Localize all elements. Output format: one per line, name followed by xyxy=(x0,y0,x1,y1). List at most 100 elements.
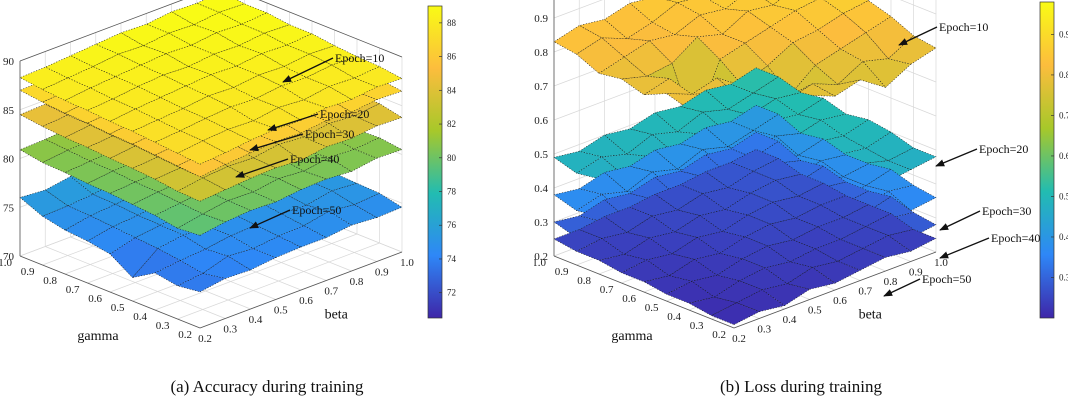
gamma-tick-label: 0.6 xyxy=(88,293,102,305)
loss-panel: 0.2 0.3 0.4 0.5 0.6 0.7 0.8 0.9 1.0 0.2 0.3 0.4 0.5 0… xyxy=(534,0,1068,406)
annotation-label-epoch-50: Epoch=50 xyxy=(922,272,971,286)
surface-face-epoch-10 xyxy=(19,189,69,217)
surface-face-epoch-50 xyxy=(837,248,886,271)
surface-face-epoch-50 xyxy=(154,130,204,154)
surface-face-epoch-50 xyxy=(115,64,164,87)
gamma-tick-label: 0.3 xyxy=(690,320,704,332)
colorbar-tick-label: 76 xyxy=(447,220,457,230)
surface-face-epoch-50 xyxy=(143,32,192,54)
surface-face-epoch-10 xyxy=(744,26,794,67)
gamma-tick-label: 0.9 xyxy=(555,266,569,278)
annotation-arrow xyxy=(249,209,291,229)
beta-tick-label: 0.9 xyxy=(909,267,923,279)
surface-face-epoch-50 xyxy=(137,74,187,98)
beta-tick-label: 0.8 xyxy=(884,276,898,288)
beta-tick-label: 0.2 xyxy=(732,333,746,345)
surface-face-epoch-10 xyxy=(770,10,819,43)
surface-face-epoch-40 xyxy=(253,119,302,142)
z-tick-label: 0.4 xyxy=(534,183,548,195)
gamma-tick-label: 0.3 xyxy=(156,320,170,332)
surface-face-epoch-20 xyxy=(64,160,114,184)
surface-face-epoch-10 xyxy=(837,61,886,88)
annotation-label-epoch-40: Epoch=40 xyxy=(290,152,339,166)
beta-tick-label: 1.0 xyxy=(400,257,414,269)
colorbar-tick-label: 82 xyxy=(447,119,456,129)
surface-face-epoch-20 xyxy=(604,128,653,155)
beta-tick-label: 0.7 xyxy=(858,286,872,298)
colorbar-bar xyxy=(427,5,443,319)
surface-face-epoch-50 xyxy=(281,77,330,101)
surface-face-epoch-50 xyxy=(303,86,352,109)
surface-face-epoch-50 xyxy=(652,209,701,233)
surface-face-epoch-50 xyxy=(643,275,693,295)
annotation-arrow xyxy=(249,133,304,152)
surface-face-epoch-10 xyxy=(230,224,279,249)
surface-face-epoch-20 xyxy=(109,181,159,205)
surface-face-epoch-30 xyxy=(798,138,847,162)
surface-face-epoch-50 xyxy=(283,53,333,78)
colorbar-tick-label: 88 xyxy=(447,18,457,28)
surface-face-epoch-50 xyxy=(230,98,279,122)
surface-face-epoch-50 xyxy=(775,173,824,197)
z-tick-label: 80 xyxy=(3,154,15,166)
surface-face-epoch-30 xyxy=(132,156,181,180)
gamma-tick-label: 0.8 xyxy=(43,275,57,287)
axis-line xyxy=(733,251,937,329)
colorbar-tick-label: 84 xyxy=(447,85,457,95)
surface-face-epoch-50 xyxy=(730,149,779,172)
surface-face-epoch-10 xyxy=(67,194,116,217)
surface-face-epoch-10 xyxy=(862,58,912,88)
colorbar-tick-label: 80 xyxy=(447,153,457,163)
surface-face-epoch-20 xyxy=(820,113,869,137)
annotation-label-epoch-20: Epoch=20 xyxy=(979,142,1028,156)
colorbar-tick-label: 0.6 xyxy=(1059,151,1068,161)
surface-face-epoch-40 xyxy=(202,141,251,165)
axis-line xyxy=(19,0,184,62)
z-tick-label: 85 xyxy=(3,105,15,117)
axis-line xyxy=(199,251,403,329)
surface-face-epoch-50 xyxy=(646,253,695,276)
colorbar-tick-label: 0.5 xyxy=(1059,191,1068,201)
loss-surface-chart: 0.20.30.40.50.60.70.80.91.00.20.30.40.50… xyxy=(534,0,1068,345)
surface-face-epoch-20 xyxy=(42,149,91,173)
surface-face-epoch-50 xyxy=(843,204,892,227)
surface-face-epoch-50 xyxy=(798,182,847,206)
colorbar: 0.3 0.4 0.5 0.6 0.7 0.8 0.9 xyxy=(1039,1,1068,319)
surface-face-epoch-50 xyxy=(67,66,116,89)
gamma-axis-label: gamma xyxy=(611,329,653,344)
surface-face-epoch-10 xyxy=(135,224,184,249)
surface-face-epoch-50 xyxy=(70,43,119,67)
annotation-label-epoch-40: Epoch=40 xyxy=(991,231,1040,245)
annotations: Epoch=10 Epoch=20 Epoch=30 Epoch=40 Epoch=50 xyxy=(235,51,384,229)
surface-face-epoch-20 xyxy=(654,106,704,133)
gamma-tick-label: 1.0 xyxy=(0,257,13,269)
surface-face-epoch-20 xyxy=(775,92,824,115)
colorbar-tick-label: 86 xyxy=(447,52,457,62)
beta-tick-label: 0.5 xyxy=(808,305,822,317)
surface-face-epoch-30 xyxy=(654,143,704,170)
annotation-arrow xyxy=(939,210,981,231)
surface-face-epoch-30 xyxy=(177,177,226,202)
annotation-arrow xyxy=(939,237,990,259)
gamma-tick-label: 0.5 xyxy=(111,302,125,314)
surface-face-epoch-40 xyxy=(654,170,704,197)
z-tick-label: 90 xyxy=(3,56,15,68)
colorbar-tick-label: 72 xyxy=(447,288,456,298)
annotations: Epoch=10 Epoch=20 Epoch=30 Epoch=40 Epoch=50 xyxy=(883,20,1040,297)
surface-face-epoch-30 xyxy=(354,103,403,127)
annotation-arrow xyxy=(898,26,938,46)
beta-tick-label: 0.5 xyxy=(274,305,288,317)
colorbar-tick-label: 0.9 xyxy=(1059,29,1068,39)
surface-face-epoch-10 xyxy=(646,63,695,131)
surface-face-epoch-30 xyxy=(64,124,114,148)
gamma-tick-label: 0.2 xyxy=(178,329,192,341)
surface-face-epoch-10 xyxy=(112,215,161,238)
surface-face-epoch-10 xyxy=(629,0,678,23)
surface-face-epoch-50 xyxy=(817,217,867,240)
surface-face-epoch-50 xyxy=(840,226,889,249)
z-tick-label: 0.6 xyxy=(534,115,548,127)
surface-face-epoch-10 xyxy=(42,205,91,231)
surface-face-epoch-30 xyxy=(843,163,892,186)
beta-tick-label: 0.3 xyxy=(757,324,771,336)
colorbar-tick-label: 0.7 xyxy=(1059,110,1068,120)
